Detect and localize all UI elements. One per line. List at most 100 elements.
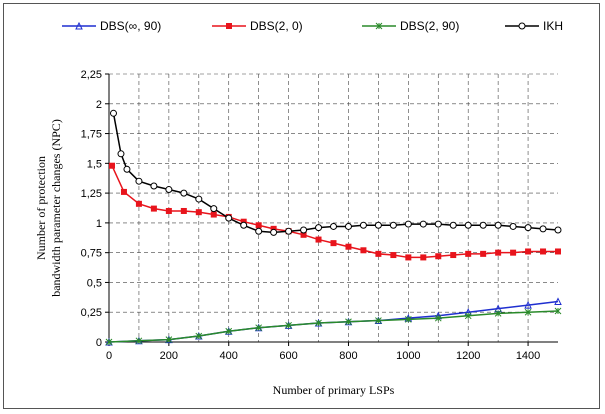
series-3-point bbox=[479, 221, 487, 229]
series-3-point bbox=[210, 205, 218, 213]
series-1-point bbox=[180, 207, 187, 214]
x-tick-label: 600 bbox=[279, 350, 297, 362]
x-tick-label: 1400 bbox=[516, 350, 540, 362]
legend-marker bbox=[375, 22, 383, 30]
series-2-point bbox=[464, 312, 472, 320]
series-3-point bbox=[300, 226, 308, 234]
series-1-point bbox=[360, 247, 367, 254]
series-3-point bbox=[464, 221, 472, 229]
series-3-point bbox=[123, 165, 131, 173]
series-1-point bbox=[150, 205, 157, 212]
y-tick-label: 2,25 bbox=[81, 69, 102, 81]
y-tick-label: 0,5 bbox=[87, 277, 102, 289]
series-3-point bbox=[494, 221, 502, 229]
legend-label: IKH bbox=[543, 19, 563, 33]
series-3-point bbox=[225, 214, 233, 222]
series-3-point bbox=[109, 109, 117, 117]
x-axis-title: Number of primary LSPs bbox=[273, 383, 395, 397]
series-1-point bbox=[195, 209, 202, 216]
series-3-point bbox=[165, 186, 173, 194]
series-3-point bbox=[374, 221, 382, 229]
y-tick-label: 0,75 bbox=[81, 248, 102, 260]
legend-marker bbox=[226, 23, 232, 29]
x-tick-label: 1000 bbox=[396, 350, 420, 362]
series-3-point bbox=[255, 227, 263, 235]
series-3-point bbox=[180, 189, 188, 197]
series-1-point bbox=[135, 200, 142, 207]
series-3-point bbox=[315, 224, 323, 232]
series-0-point bbox=[554, 297, 562, 306]
series-1-point bbox=[525, 248, 532, 255]
series-2-point bbox=[404, 316, 412, 323]
series-2-point bbox=[255, 324, 263, 332]
x-tick-label: 800 bbox=[339, 350, 357, 362]
y-tick-label: 0 bbox=[96, 337, 102, 349]
series-1-point bbox=[375, 250, 382, 257]
y-tick-label: 1,5 bbox=[87, 158, 102, 170]
x-tick-label: 0 bbox=[106, 350, 112, 362]
legend-label: DBS(2, 90) bbox=[400, 19, 459, 33]
series-2-point bbox=[524, 308, 532, 316]
series-2-point bbox=[554, 307, 562, 315]
series-3-point bbox=[195, 195, 203, 203]
y-tick-label: 1 bbox=[96, 218, 102, 230]
series-1-point bbox=[540, 248, 547, 255]
series-2-point bbox=[375, 317, 382, 324]
series-3-point bbox=[117, 150, 125, 158]
y-axis-title: Number of protection bbox=[34, 156, 48, 260]
series-2-line bbox=[108, 310, 559, 343]
series-1-point bbox=[435, 253, 442, 260]
series-3-point bbox=[404, 220, 412, 228]
series-3-point bbox=[434, 220, 442, 228]
series-1-point bbox=[315, 236, 322, 243]
series-1-point bbox=[390, 252, 397, 259]
series-2-point bbox=[105, 338, 113, 346]
x-tick-label: 200 bbox=[160, 350, 178, 362]
series-1-point bbox=[465, 250, 472, 257]
series-1-point bbox=[330, 240, 337, 247]
series-3-point bbox=[285, 227, 293, 235]
series-2-point bbox=[285, 321, 292, 329]
series-3-point bbox=[509, 222, 517, 230]
series-2-point bbox=[494, 310, 502, 317]
series-3-point bbox=[359, 221, 367, 229]
x-tick-label: 1200 bbox=[456, 350, 480, 362]
series-2-point bbox=[195, 332, 203, 340]
series-3-point bbox=[240, 221, 248, 229]
series-1-point bbox=[345, 243, 352, 250]
series-1-point bbox=[120, 188, 127, 195]
series-1-point bbox=[108, 162, 115, 169]
series-1-point bbox=[555, 248, 561, 255]
y-axis-title: bandwidth parameter changes (NPC) bbox=[49, 119, 63, 297]
series-1-point bbox=[510, 249, 517, 256]
series-3-point bbox=[539, 225, 547, 233]
series-3-point bbox=[449, 221, 457, 229]
series-1-point bbox=[210, 211, 217, 218]
x-tick-label: 400 bbox=[220, 350, 238, 362]
series-1-point bbox=[405, 254, 412, 261]
y-tick-label: 0,25 bbox=[81, 307, 102, 319]
series-1-point bbox=[495, 249, 502, 256]
y-tick-label: 2 bbox=[96, 99, 102, 111]
series-3-point bbox=[554, 226, 562, 234]
legend-label: DBS(∞, 90) bbox=[100, 19, 161, 33]
series-2-point bbox=[345, 318, 352, 326]
legend-label: DBS(2, 0) bbox=[250, 19, 303, 33]
legend-marker bbox=[75, 21, 83, 30]
series-3-point bbox=[419, 220, 427, 228]
series-1-point bbox=[255, 222, 262, 229]
series-3-point bbox=[330, 222, 337, 230]
series-2-point bbox=[434, 314, 442, 322]
series-1-point bbox=[420, 254, 427, 261]
plot-area bbox=[109, 74, 558, 342]
series-2-point bbox=[315, 319, 322, 327]
series-3-point bbox=[389, 221, 397, 229]
series-0-point bbox=[524, 300, 532, 309]
series-2-point bbox=[135, 337, 143, 345]
series-3-point bbox=[344, 222, 352, 230]
series-1-point bbox=[450, 252, 457, 259]
series-3-point bbox=[524, 224, 532, 232]
series-3-point bbox=[270, 228, 278, 236]
legend-marker bbox=[518, 22, 526, 30]
